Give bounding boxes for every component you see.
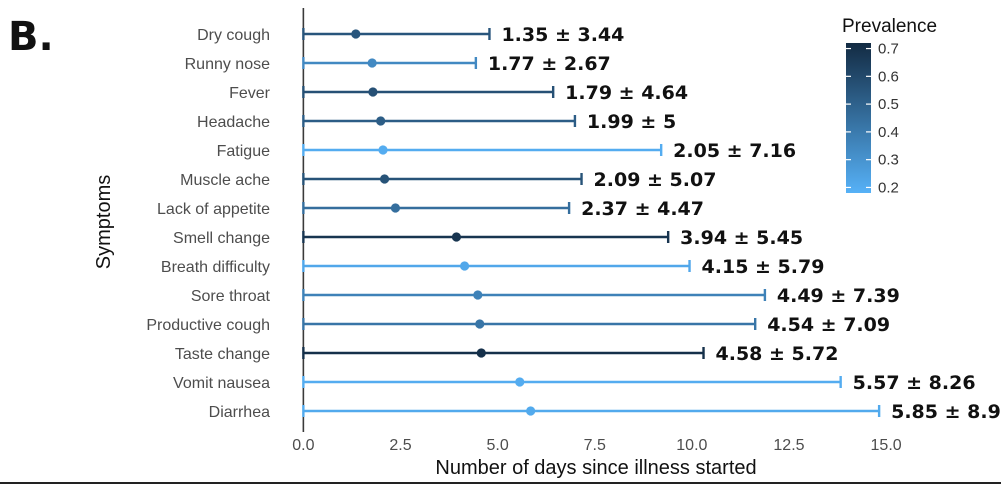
- data-label: 4.15 ± 5.79: [702, 256, 825, 278]
- x-tick-label: 15.0: [871, 437, 902, 454]
- y-tick-label: Lack of appetite: [157, 201, 270, 218]
- data-label: 1.35 ± 3.44: [501, 24, 624, 46]
- error-bar-row: [302, 289, 767, 301]
- data-label: 4.49 ± 7.39: [777, 285, 900, 307]
- y-tick-label: Vomit nausea: [173, 375, 270, 392]
- error-bar-row: [302, 202, 571, 214]
- x-tick-label: 5.0: [486, 437, 508, 454]
- bottom-rule: [0, 482, 1001, 484]
- colorbar-tick-label: 0.2: [878, 179, 899, 196]
- mean-point: [459, 261, 470, 271]
- mean-point: [476, 348, 486, 358]
- error-bar-row: [302, 144, 663, 156]
- data-labels-layer: 1.35 ± 3.44 1.77 ± 2.67 1.79 ± 4.64 1.99 ± …: [488, 24, 1001, 423]
- colorbar-tick-label: 0.7: [878, 41, 899, 58]
- data-label: 5.57 ± 8.26: [853, 372, 976, 394]
- error-bar-row: [302, 405, 881, 417]
- y-axis-title: Symptoms: [93, 175, 115, 269]
- colorbar-tick-label: 0.6: [878, 68, 899, 85]
- y-tick-label: Dry cough: [197, 27, 270, 44]
- y-tick-label: Muscle ache: [180, 172, 270, 189]
- x-tick-label: 7.5: [584, 437, 606, 454]
- data-label: 4.54 ± 7.09: [767, 314, 890, 336]
- mean-point: [368, 87, 378, 97]
- data-label: 2.09 ± 5.07: [594, 169, 717, 191]
- error-bar-row: [302, 318, 757, 330]
- data-label: 1.79 ± 4.64: [565, 82, 688, 104]
- y-tick-label: Runny nose: [185, 56, 270, 73]
- data-label: 4.58 ± 5.72: [716, 343, 839, 365]
- mean-point: [390, 203, 401, 213]
- y-tick-label: Sore throat: [191, 288, 271, 305]
- colorbar-tick-label: 0.5: [878, 96, 899, 113]
- x-tick-label: 0.0: [292, 437, 314, 454]
- mean-point: [351, 29, 361, 39]
- y-tick-label: Taste change: [175, 346, 270, 363]
- colorbar-tick-label: 0.4: [878, 124, 899, 141]
- error-bar-row: [302, 173, 583, 185]
- x-tick-label: 12.5: [773, 437, 804, 454]
- y-tick-label: Headache: [197, 114, 270, 131]
- error-bar-row: [302, 86, 555, 98]
- y-tick-label: Fever: [229, 85, 271, 102]
- mean-point: [475, 319, 485, 329]
- legend-title: Prevalence: [842, 16, 937, 37]
- y-tick-label: Smell change: [173, 230, 270, 247]
- data-label: 1.77 ± 2.67: [488, 53, 611, 75]
- data-label: 3.94 ± 5.45: [680, 227, 803, 249]
- error-bar-row: [302, 376, 842, 388]
- y-tick-label: Diarrhea: [209, 404, 270, 421]
- mean-point: [515, 377, 525, 387]
- mean-point: [378, 145, 388, 155]
- error-bar-row: [302, 115, 577, 127]
- error-bar-row: [302, 347, 705, 359]
- data-label: 2.37 ± 4.47: [581, 198, 704, 220]
- x-tick-label: 10.0: [676, 437, 707, 454]
- x-axis-title: Number of days since illness started: [435, 457, 756, 479]
- y-tick-label: Breath difficulty: [161, 259, 270, 276]
- error-bars-layer: [302, 28, 881, 417]
- error-bar-row: [302, 57, 478, 69]
- error-bar-row: [302, 231, 670, 243]
- data-label: 1.99 ± 5: [587, 111, 676, 133]
- mean-point: [526, 406, 536, 416]
- mean-point: [376, 116, 386, 126]
- mean-point: [367, 58, 377, 68]
- colorbar-tick-label: 0.3: [878, 152, 899, 169]
- colorbar: [846, 43, 871, 193]
- data-label: 5.85 ± 8.97: [891, 401, 1001, 423]
- y-tick-label: Fatigue: [217, 143, 270, 160]
- x-tick-label: 2.5: [389, 437, 411, 454]
- mean-point: [473, 290, 483, 300]
- data-label: 2.05 ± 7.16: [673, 140, 796, 162]
- y-tick-label: Productive cough: [146, 317, 270, 334]
- error-bar-row: [302, 28, 491, 40]
- error-bar-row: [302, 260, 691, 272]
- panel-label: B.: [8, 14, 54, 60]
- mean-point: [451, 232, 462, 242]
- legend: Prevalence 0.2 0.3 0.4 0.5 0.6 0.7: [842, 16, 937, 196]
- mean-point: [379, 174, 390, 184]
